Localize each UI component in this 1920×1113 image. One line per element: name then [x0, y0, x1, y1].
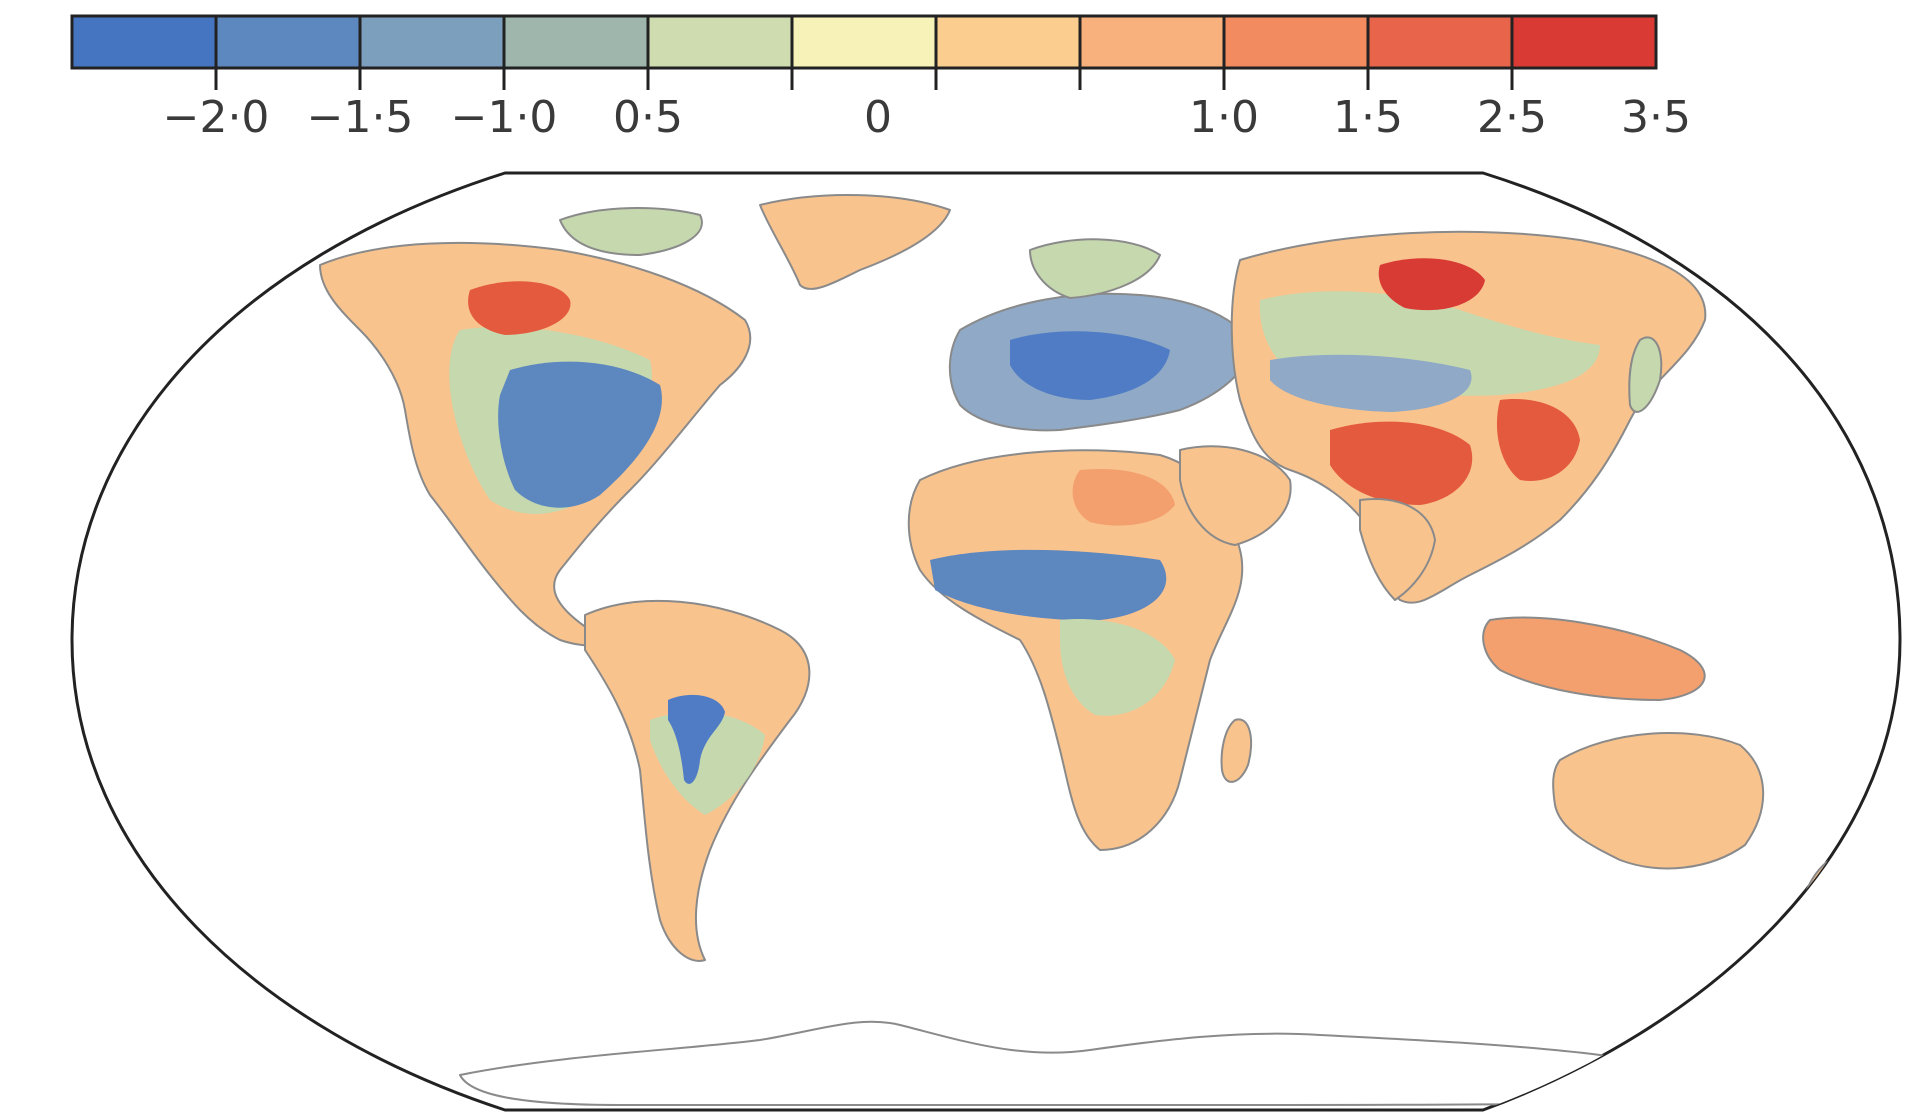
legend-bin — [936, 16, 1080, 68]
legend-tick-label: 0 — [864, 92, 892, 143]
legend-bin — [72, 16, 216, 68]
southeast-asia-islands — [1482, 616, 1706, 701]
arabian-peninsula — [1179, 445, 1292, 546]
legend-frame — [70, 14, 1658, 70]
legend-bin — [648, 16, 792, 68]
legend-color-bins — [72, 16, 1656, 68]
antarctica-outline — [459, 1020, 1668, 1107]
sahel-blue-zone — [930, 549, 1167, 621]
arctic-islands — [559, 207, 703, 256]
east-china-red-zone — [1496, 399, 1580, 481]
legend-bin — [1080, 16, 1224, 68]
legend-tick-label: 1·0 — [1189, 92, 1259, 143]
sahara-orange-zone — [1072, 468, 1175, 526]
legend-bin — [1512, 16, 1656, 68]
legend-tick-label: −1·5 — [307, 92, 414, 143]
legend-bin — [792, 16, 936, 68]
legend-bin — [360, 16, 504, 68]
china-red-hotspot — [1330, 421, 1473, 505]
legend-tick-label: −2·0 — [163, 92, 270, 143]
legend-tick-label: −1·0 — [451, 92, 558, 143]
australia — [1552, 732, 1765, 870]
legend-bin — [504, 16, 648, 68]
indian-subcontinent — [1359, 498, 1436, 601]
siberia-red-hotspot — [1378, 258, 1485, 311]
legend-bin — [1368, 16, 1512, 68]
madagascar — [1220, 718, 1253, 783]
legend-ticks — [214, 16, 1514, 90]
central-africa-green-zone — [1060, 619, 1175, 716]
eastern-us-blue-zone — [498, 361, 662, 508]
color-scale-legend: −2·0 −1·5 −1·0 0·5 0 1·0 1·5 2·5 3·5 — [70, 14, 1691, 143]
japan — [1628, 336, 1663, 413]
legend-tick-label: 3·5 — [1621, 92, 1691, 143]
central-asia-blue-zone — [1270, 354, 1472, 412]
legend-tick-label: 2·5 — [1477, 92, 1547, 143]
greenland — [759, 194, 951, 290]
legend-bin — [216, 16, 360, 68]
legend-bin — [1224, 16, 1368, 68]
legend-tick-label: 0·5 — [613, 92, 683, 143]
scandinavia — [1029, 238, 1161, 299]
central-europe-blue-zone — [1010, 331, 1170, 400]
amazon-blue-hotspot — [668, 694, 725, 784]
canada-red-hotspot — [468, 281, 571, 335]
legend-tick-labels: −2·0 −1·5 −1·0 0·5 0 1·0 1·5 2·5 3·5 — [163, 92, 1691, 143]
legend-tick-label: 1·5 — [1333, 92, 1403, 143]
